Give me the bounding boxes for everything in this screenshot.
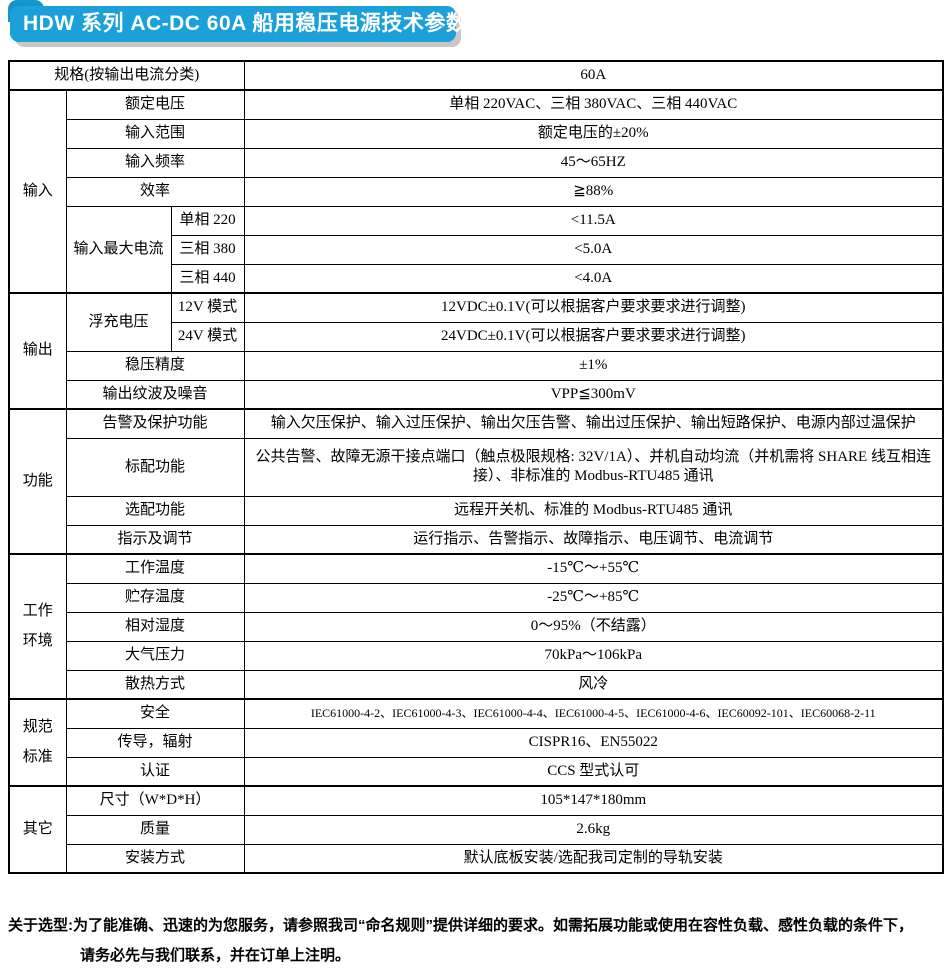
efficiency-row: 效率 ≧88%: [9, 176, 944, 207]
input-frequency-label: 输入频率: [65, 147, 245, 178]
max-current-220-label: 单相 220: [170, 205, 245, 236]
safety-value: IEC61000-4-2、IEC61000-4-3、IEC61000-4-4、I…: [243, 698, 944, 729]
cooling-label: 散热方式: [65, 669, 245, 700]
max-current-440-value: <4.0A: [243, 263, 944, 294]
rated-voltage-value: 单相 220VAC、三相 380VAC、三相 440VAC: [243, 89, 944, 120]
section-function-label: 功能: [8, 408, 67, 555]
ripple-noise-value: VPP≦300mV: [243, 379, 944, 410]
operating-temp-label: 工作温度: [65, 553, 245, 584]
float-voltage-12v-row: 输出 浮充电压 12V 模式 12VDC±0.1V(可以根据客户要求要求进行调整…: [8, 292, 944, 410]
optional-functions-value: 远程开关机、标准的 Modbus-RTU485 通讯: [243, 495, 944, 526]
page-title: HDW 系列 AC-DC 60A 船用稳压电源技术参数: [23, 12, 468, 35]
alarm-protection-value: 输入欠压保护、输入过压保护、输出欠压告警、输出过压保护、输出短路保护、电源内部过…: [243, 408, 944, 439]
certification-row: 认证 CCS 型式认可: [9, 756, 944, 787]
safety-label: 安全: [65, 698, 245, 729]
conduction-radiation-label: 传导，辐射: [65, 727, 245, 758]
optional-functions-row: 选配功能 远程开关机、标准的 Modbus-RTU485 通讯: [9, 495, 944, 526]
mounting-label: 安装方式: [65, 843, 245, 874]
alarm-protection-row: 功能 告警及保护功能 输入欠压保护、输入过压保护、输出欠压告警、输出过压保护、输…: [8, 408, 944, 555]
standard-functions-row: 标配功能 公共告警、故障无源干接点端口（触点极限规格: 32V/1A）、并机自动…: [9, 437, 944, 497]
footnote-line-2: 请务必先与我们联系，并在订单上注明。: [80, 947, 351, 964]
footnote-line-1: 关于选型:为了能准确、迅速的为您服务，请参照我司“命名规则”提供详细的要求。如需…: [8, 917, 914, 934]
mode-24v-label: 24V 模式: [170, 321, 245, 352]
float-voltage-group-label: 浮充电压: [65, 292, 172, 352]
operating-temp-row: 工作环境 工作温度 -15℃～+55℃: [8, 553, 944, 700]
safety-row: 规范标准 安全 IEC61000-4-2、IEC61000-4-3、IEC610…: [8, 698, 944, 787]
float-voltage-24v-row: 24V 模式 24VDC±0.1V(可以根据客户要求要求进行调整): [9, 321, 944, 352]
max-current-380-value: <5.0A: [243, 234, 944, 265]
section-others-label: 其它: [8, 785, 67, 874]
input-frequency-row: 输入频率 45～65HZ: [9, 147, 944, 178]
max-current-220-value: <11.5A: [243, 205, 944, 236]
weight-label: 质量: [65, 814, 245, 845]
regulation-accuracy-row: 稳压精度 ±1%: [9, 350, 944, 381]
max-input-current-group-label: 输入最大电流: [65, 205, 172, 294]
spec-table: 规格(按输出电流分类) 60A 输入 额定电压 单相 220VAC、三相 380…: [8, 60, 944, 874]
max-current-220-row: 输入最大电流 单相 220 <11.5A: [9, 205, 944, 294]
regulation-accuracy-value: ±1%: [243, 350, 944, 381]
regulation-accuracy-label: 稳压精度: [65, 350, 245, 381]
mode-12v-value: 12VDC±0.1V(可以根据客户要求要求进行调整): [243, 292, 944, 323]
input-range-label: 输入范围: [65, 118, 245, 149]
ripple-noise-row: 输出纹波及噪音 VPP≦300mV: [9, 379, 944, 410]
cooling-row: 散热方式 风冷: [9, 669, 944, 700]
certification-label: 认证: [65, 756, 245, 787]
mounting-row: 安装方式 默认底板安装/选配我司定制的导轨安装: [9, 843, 944, 874]
weight-row: 质量 2.6kg: [9, 814, 944, 845]
input-frequency-value: 45～65HZ: [243, 147, 944, 178]
alarm-protection-label: 告警及保护功能: [65, 408, 245, 439]
max-current-440-label: 三相 440: [170, 263, 245, 294]
storage-temp-label: 贮存温度: [65, 582, 245, 613]
optional-functions-label: 选配功能: [65, 495, 245, 526]
air-pressure-value: 70kPa～106kPa: [243, 640, 944, 671]
efficiency-label: 效率: [65, 176, 245, 207]
cooling-value: 风冷: [243, 669, 944, 700]
section-standards-label: 规范标准: [8, 698, 67, 787]
certification-value: CCS 型式认可: [243, 756, 944, 787]
humidity-value: 0～95%（不结露）: [243, 611, 944, 642]
standard-functions-label: 标配功能: [65, 437, 245, 497]
selection-footnote: 关于选型:为了能准确、迅速的为您服务，请参照我司“命名规则”提供详细的要求。如需…: [8, 916, 948, 965]
max-current-380-row: 三相 380 <5.0A: [9, 234, 944, 265]
max-current-380-label: 三相 380: [170, 234, 245, 265]
operating-temp-value: -15℃～+55℃: [243, 553, 944, 584]
spec-category-row: 规格(按输出电流分类) 60A: [8, 60, 944, 91]
air-pressure-row: 大气压力 70kPa～106kPa: [9, 640, 944, 671]
conduction-radiation-value: CISPR16、EN55022: [243, 727, 944, 758]
standard-functions-value: 公共告警、故障无源干接点端口（触点极限规格: 32V/1A）、并机自动均流（并机…: [243, 437, 944, 497]
storage-temp-value: -25℃～+85℃: [243, 582, 944, 613]
mode-24v-value: 24VDC±0.1V(可以根据客户要求要求进行调整): [243, 321, 944, 352]
conduction-radiation-row: 传导，辐射 CISPR16、EN55022: [9, 727, 944, 758]
page-title-banner: HDW 系列 AC-DC 60A 船用稳压电源技术参数: [10, 6, 467, 42]
indication-adjustment-value: 运行指示、告警指示、故障指示、电压调节、电流调节: [243, 524, 944, 555]
air-pressure-label: 大气压力: [65, 640, 245, 671]
humidity-label: 相对湿度: [65, 611, 245, 642]
rated-voltage-label: 额定电压: [65, 89, 245, 120]
indication-adjustment-label: 指示及调节: [65, 524, 245, 555]
rated-voltage-row: 输入 额定电压 单相 220VAC、三相 380VAC、三相 440VAC: [8, 89, 944, 294]
ripple-noise-label: 输出纹波及噪音: [65, 379, 245, 410]
section-environment-label: 工作环境: [8, 553, 67, 700]
section-output-label: 输出: [8, 292, 67, 410]
mounting-value: 默认底板安装/选配我司定制的导轨安装: [243, 843, 944, 874]
input-range-value: 额定电压的±20%: [243, 118, 944, 149]
storage-temp-row: 贮存温度 -25℃～+85℃: [9, 582, 944, 613]
max-current-440-row: 三相 440 <4.0A: [9, 263, 944, 294]
humidity-row: 相对湿度 0～95%（不结露）: [9, 611, 944, 642]
indication-adjustment-row: 指示及调节 运行指示、告警指示、故障指示、电压调节、电流调节: [9, 524, 944, 555]
weight-value: 2.6kg: [243, 814, 944, 845]
efficiency-value: ≧88%: [243, 176, 944, 207]
spec-category-value: 60A: [243, 60, 944, 91]
spec-category-label: 规格(按输出电流分类): [8, 60, 245, 91]
input-range-row: 输入范围 额定电压的±20%: [9, 118, 944, 149]
dimensions-value: 105*147*180mm: [243, 785, 944, 816]
mode-12v-label: 12V 模式: [170, 292, 245, 323]
dimensions-row: 其它 尺寸（W*D*H） 105*147*180mm: [8, 785, 944, 874]
dimensions-label: 尺寸（W*D*H）: [65, 785, 245, 816]
section-input-label: 输入: [8, 89, 67, 294]
